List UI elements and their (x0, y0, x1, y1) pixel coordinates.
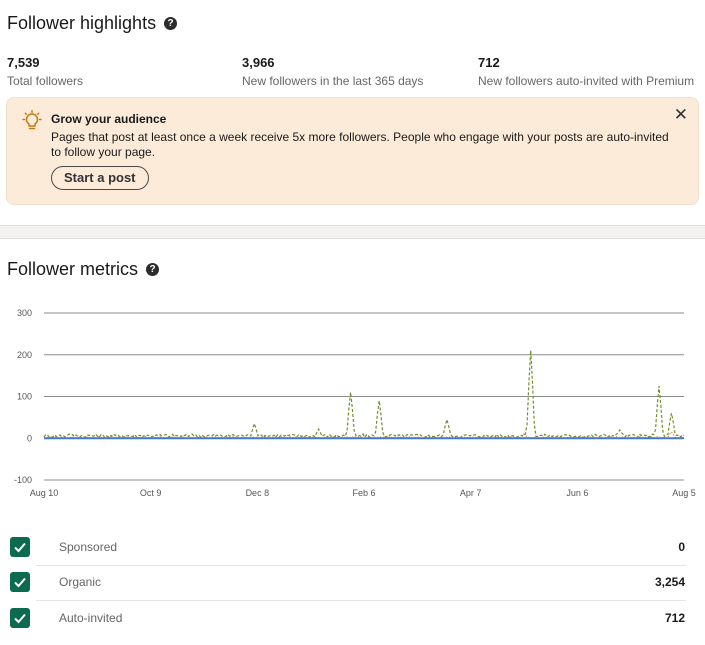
metrics-title-row: Follower metrics ? (7, 259, 160, 280)
stat-auto-invited: 712 New followers auto-invited with Prem… (478, 55, 694, 88)
y-tick-label: 300 (17, 308, 32, 318)
legend-label: Organic (59, 575, 102, 589)
section-divider (0, 225, 705, 239)
series-line-organic (43, 350, 685, 439)
auto-invited-checkbox[interactable] (10, 608, 30, 628)
sponsored-checkbox[interactable] (10, 537, 30, 557)
legend-row-organic: Organic 3,254 (0, 565, 705, 600)
stat-new-followers: 3,966 New followers in the last 365 days (242, 55, 423, 88)
legend-value: 0 (678, 540, 685, 554)
stat-value: 7,539 (7, 55, 40, 70)
highlights-title: Follower highlights (7, 13, 157, 33)
y-tick-label: 100 (17, 392, 32, 402)
x-tick-label: Feb 6 (352, 488, 375, 498)
legend-divider (36, 565, 686, 566)
x-tick-label: Aug 5 (672, 488, 696, 498)
legend-value: 712 (664, 611, 685, 625)
stat-label: New followers in the last 365 days (242, 74, 424, 88)
help-icon[interactable]: ? (146, 263, 160, 276)
legend-value: 3,254 (654, 575, 685, 589)
legend-label: Sponsored (59, 540, 118, 554)
y-tick-label: 200 (17, 350, 32, 360)
start-post-button[interactable]: Start a post (51, 166, 149, 190)
stat-label: New followers auto-invited with Premium (478, 74, 695, 88)
close-icon[interactable]: ✕ (673, 105, 688, 124)
metrics-title: Follower metrics (7, 259, 139, 279)
x-tick-label: Aug 10 (30, 488, 59, 498)
stat-total-followers: 7,539 Total followers (7, 55, 83, 88)
x-tick-label: Apr 7 (460, 488, 482, 498)
banner-title: Grow your audience (51, 112, 167, 126)
banner-text: Pages that post at least once a week rec… (51, 130, 669, 159)
organic-checkbox[interactable] (10, 572, 30, 592)
grow-audience-banner: Grow your audience Pages that post at le… (6, 97, 699, 205)
y-tick-label: -100 (14, 475, 32, 485)
x-tick-label: Jun 6 (566, 488, 588, 498)
x-tick-label: Oct 9 (140, 488, 162, 498)
stat-value: 712 (478, 55, 500, 70)
follower-metrics-chart: 300 200 100 0 -100 Aug 10 Oct 9 Dec 8 Feb 6 Apr 7… (14, 308, 696, 498)
legend-row-sponsored: Sponsored 0 (0, 530, 705, 565)
x-tick-label: Dec 8 (246, 488, 270, 498)
series-line-auto-invited (43, 431, 684, 439)
highlights-title-row: Follower highlights ? (7, 13, 178, 34)
stat-value: 3,966 (242, 55, 275, 70)
legend-label: Auto-invited (59, 611, 123, 625)
lightbulb-icon (21, 110, 43, 137)
stat-label: Total followers (7, 74, 84, 88)
help-icon[interactable]: ? (164, 17, 178, 30)
legend-row-auto-invited: Auto-invited 712 (0, 601, 705, 636)
legend-divider (36, 600, 686, 601)
y-tick-label: 0 (27, 433, 32, 443)
